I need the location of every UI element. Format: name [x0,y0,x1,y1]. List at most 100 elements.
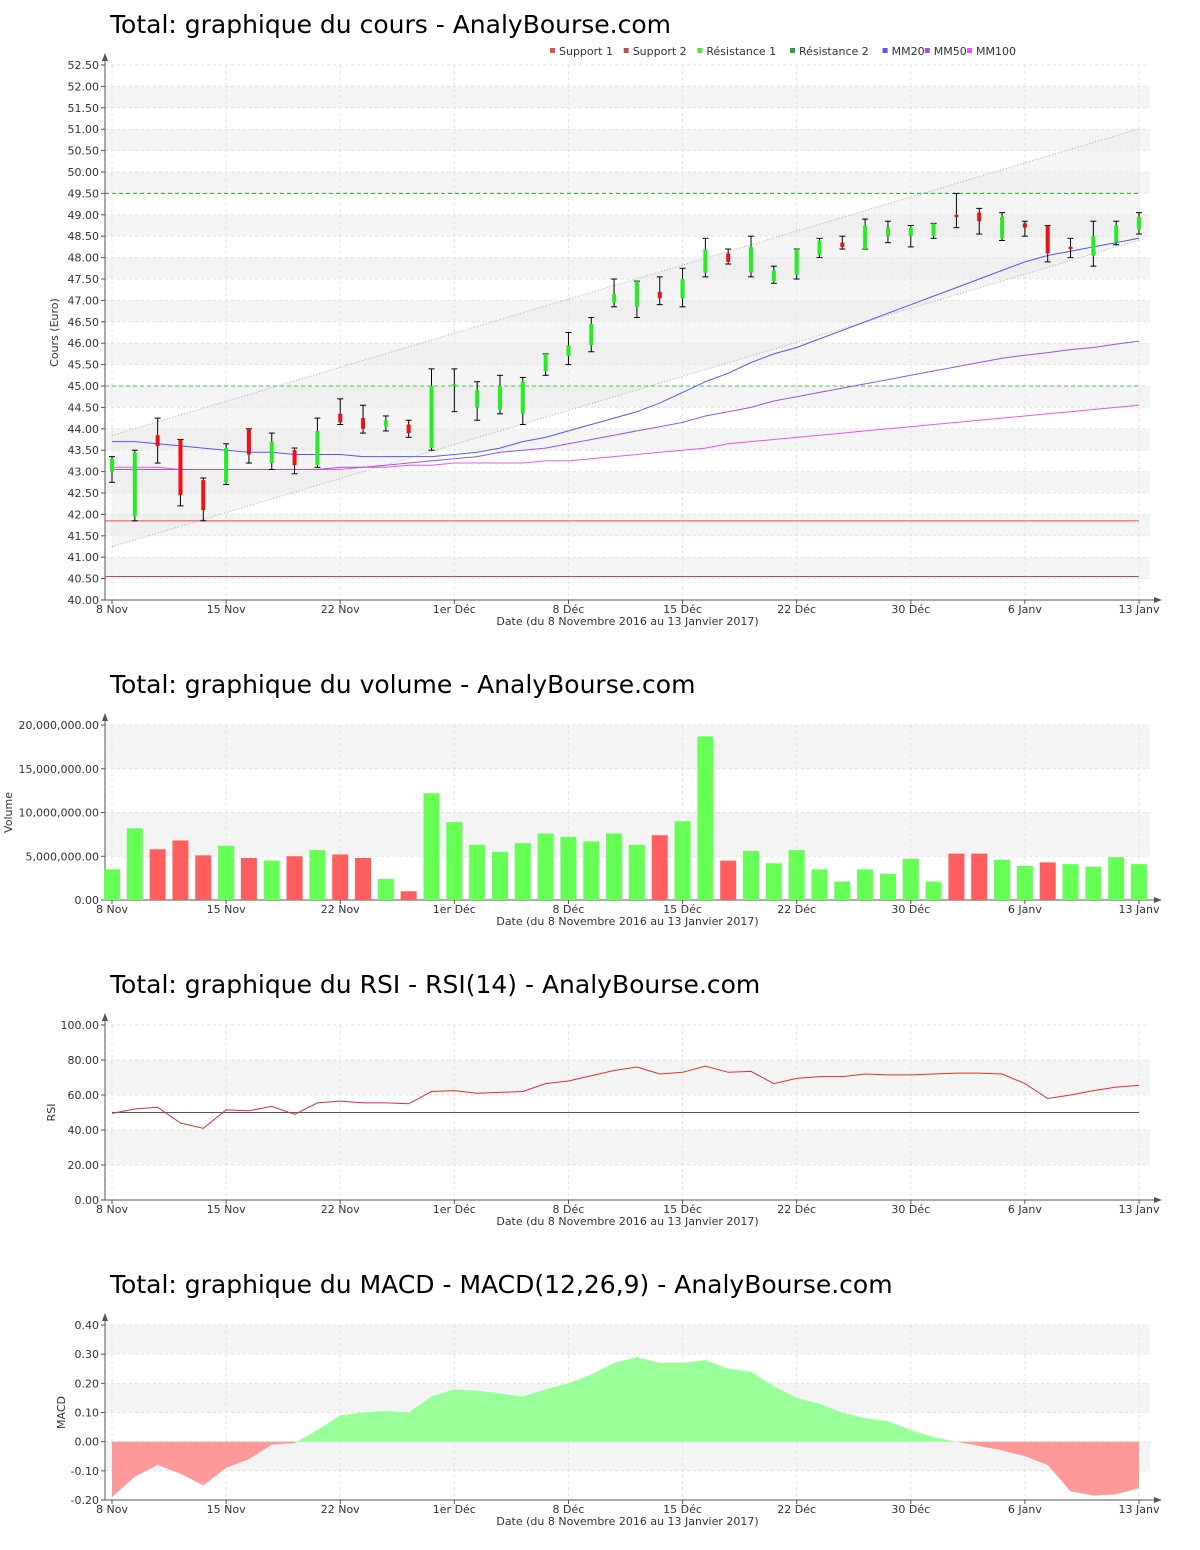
volume-bar [628,844,645,900]
trend-channel-upper [111,128,1141,436]
rsi-band [105,1060,1150,1095]
volume-bar [834,881,851,900]
volume-bar [446,822,463,900]
macd-y-axis-arrow [102,1313,108,1321]
rsi-xtick-label: 22 Déc [777,1203,816,1216]
price-ytick-label: 41.50 [68,530,100,543]
candle-body [224,448,229,483]
price-chart-title: Total: graphique du cours - AnalyBourse.… [110,10,672,39]
rsi-y-axis-arrow [102,1013,108,1021]
rsi-ytick-label: 20.00 [68,1159,100,1172]
candle-body [452,383,457,386]
candle-body [840,242,845,247]
rsi-xtick-label: 22 Nov [321,1203,360,1216]
price-band [105,471,1150,493]
candle-body [794,249,799,275]
candle-body [1000,216,1005,239]
macd-xtick-label: 30 Déc [891,1503,930,1516]
volume-band [105,725,1150,769]
price-ytick-label: 43.50 [68,444,100,457]
rsi-ytick-label: 100.00 [61,1019,100,1032]
volume-bar [1062,864,1079,900]
candle-body [178,439,183,496]
price-ytick-label: 49.50 [68,187,100,200]
price-xtick-label: 15 Déc [663,603,702,616]
macd-band [105,1325,1150,1355]
price-xtick-label: 1er Déc [433,603,476,616]
legend-label: Résistance 1 [706,45,776,58]
macd-band [105,1441,1150,1471]
candle-body [269,441,274,464]
price-ytick-label: 46.00 [68,337,100,350]
candle-body [931,223,936,237]
macd-chart-title: Total: graphique du MACD - MACD(12,26,9)… [110,1270,893,1299]
candle-body [1068,246,1073,250]
trend-channel-lower [111,239,1141,548]
macd-xtick-label: 15 Déc [663,1503,702,1516]
rsi-x-axis-arrow [1154,1197,1162,1203]
candle-body [201,480,206,511]
candle-body [110,458,114,472]
price-ytick-label: 48.50 [68,230,100,243]
volume-bar [902,858,919,900]
rsi-xtick-label: 8 Nov [96,1203,128,1216]
volume-bar [104,869,120,900]
legend-label: MM50 [934,45,967,58]
price-xtick-label: 30 Déc [891,603,930,616]
rsi-xtick-label: 6 Janv [1008,1203,1042,1216]
volume-bar [332,854,349,900]
legend-swatch [882,48,888,53]
rsi-chart: 0.00 20.00 40.00 60.00 80.00 100.00 8 Nov 15 No… [45,1013,1162,1228]
candle-body [132,452,137,517]
rsi-xtick-label: 13 Janv [1119,1203,1160,1216]
price-ytick-label: 52.50 [68,59,100,72]
volume-ytick-label: 20,000,000.00 [19,719,99,732]
legend-swatch [623,48,629,53]
macd-x-axis-arrow [1154,1497,1162,1503]
candle-body [817,240,822,256]
candle-body [749,246,754,273]
candle-body [1137,216,1141,230]
trend-channel [112,128,1140,547]
rsi-ytick-label: 0.00 [75,1194,100,1207]
volume-ytick-label: 5,000,000.00 [26,850,99,863]
volume-x-axis-arrow [1154,897,1162,903]
volume-ytick-label: 15,000,000.00 [19,763,99,776]
price-band [105,172,1150,194]
candle-body [634,281,639,307]
volume-xtick-label: 15 Déc [663,903,702,916]
price-ytick-label: 43.00 [68,466,100,479]
volume-bar [720,860,737,900]
macd-xtick-label: 13 Janv [1119,1503,1160,1516]
candle-body [429,386,434,449]
candle-body [338,413,343,423]
price-ytick-label: 40.00 [68,594,100,607]
volume-bar [149,849,166,900]
candle-body [703,249,708,273]
legend-label: Support 1 [559,45,613,58]
macd-xlabel: Date (du 8 Novembre 2016 au 13 Janvier 2… [496,1515,758,1528]
rsi-xtick-label: 30 Déc [891,1203,930,1216]
macd-xtick-label: 15 Nov [207,1503,246,1516]
macd-ytick-label: 0.00 [75,1436,100,1449]
price-ytick-label: 50.00 [68,166,100,179]
rsi-xtick-label: 1er Déc [433,1203,476,1216]
price-ytick-label: 45.50 [68,359,100,372]
rsi-ylabel: RSI [45,1104,58,1122]
legend-label: Support 2 [633,45,687,58]
price-ytick-label: 44.50 [68,401,100,414]
candle-body [475,390,480,408]
price-ytick-label: 44.00 [68,423,100,436]
volume-bar [469,844,486,900]
price-xtick-label: 22 Déc [777,603,816,616]
price-band [105,257,1150,279]
macd-xtick-label: 6 Janv [1008,1503,1042,1516]
price-xtick-label: 22 Nov [321,603,360,616]
mm20-line [112,237,1140,458]
candle-body [726,253,731,262]
volume-bar [743,851,760,900]
price-band [105,428,1150,451]
price-xlabel: Date (du 8 Novembre 2016 au 13 Janvier 2… [496,615,758,628]
price-xtick-label: 6 Janv [1008,603,1042,616]
rsi-panel: Total: graphique du RSI - RSI(14) - Anal… [0,960,1200,1240]
